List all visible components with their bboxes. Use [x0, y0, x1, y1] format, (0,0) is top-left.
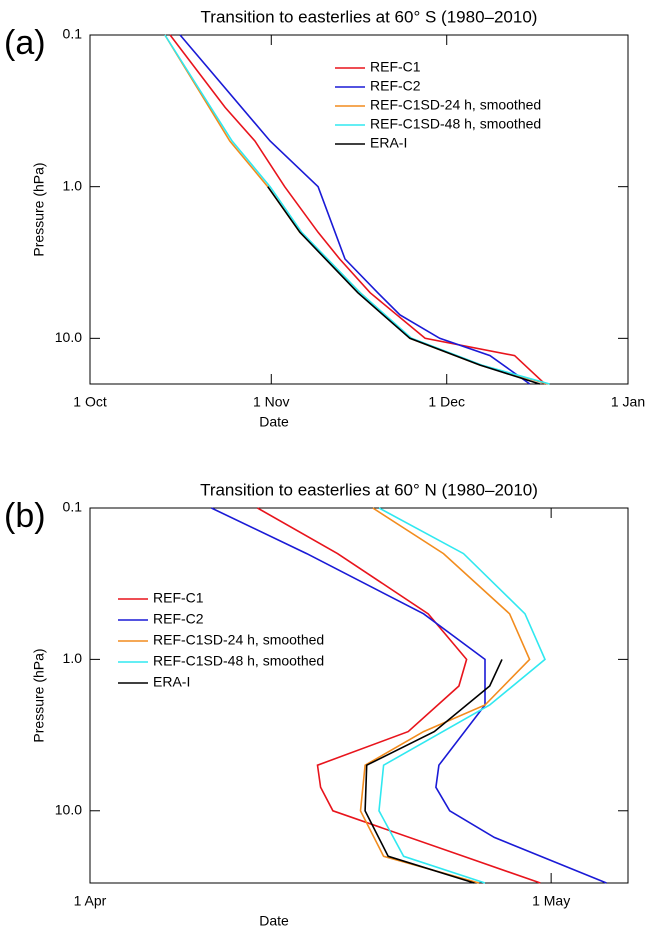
chart-title: Transition to easterlies at 60° S (1980–…: [201, 7, 538, 26]
y-tick-label: 10.0: [55, 329, 82, 345]
panel-label: (a): [4, 24, 46, 62]
x-tick-label: 1 Nov: [253, 394, 290, 410]
legend-label: REF-C2: [370, 78, 421, 94]
x-axis-label: Date: [259, 913, 289, 928]
data-line: [267, 186, 540, 385]
y-axis-label: Pressure (hPa): [31, 648, 47, 742]
chart-title: Transition to easterlies at 60° N (1980–…: [200, 480, 538, 499]
data-line: [378, 507, 546, 884]
plot-frame: [89, 34, 629, 385]
x-tick-label: 1 Jan: [611, 394, 645, 410]
legend-label: ERA-I: [370, 135, 407, 151]
legend-label: REF-C2: [153, 611, 204, 627]
plot-frame: [89, 507, 629, 884]
data-line: [257, 507, 541, 884]
x-tick-label: 1 Apr: [74, 893, 107, 909]
legend-label: REF-C1SD-48 h, smoothed: [153, 653, 324, 669]
data-line: [169, 34, 546, 385]
y-axis-label: Pressure (hPa): [31, 162, 47, 256]
x-tick-label: 1 Oct: [73, 394, 107, 410]
y-tick-label: 1.0: [63, 177, 83, 193]
x-tick-label: 1 Dec: [428, 394, 465, 410]
data-line: [179, 34, 531, 385]
legend-label: REF-C1SD-24 h, smoothed: [370, 97, 541, 113]
data-line: [211, 507, 607, 884]
y-tick-label: 1.0: [63, 650, 83, 666]
legend-label: REF-C1: [370, 59, 421, 75]
legend-label: ERA-I: [153, 674, 190, 690]
legend-label: REF-C1SD-24 h, smoothed: [153, 632, 324, 648]
x-tick-label: 1 May: [532, 893, 570, 909]
y-tick-label: 0.1: [63, 499, 83, 515]
legend-label: REF-C1SD-48 h, smoothed: [370, 116, 541, 132]
legend-label: REF-C1: [153, 590, 204, 606]
y-tick-label: 10.0: [55, 801, 82, 817]
panel-label: (b): [4, 497, 46, 535]
data-line: [359, 507, 531, 884]
y-tick-label: 0.1: [63, 26, 83, 42]
data-line: [364, 659, 503, 884]
x-axis-label: Date: [259, 414, 289, 430]
